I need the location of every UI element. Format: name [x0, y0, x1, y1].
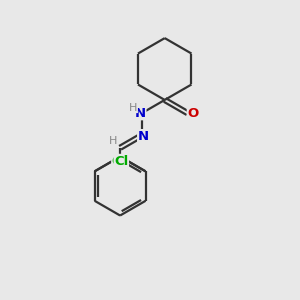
Text: N: N: [135, 107, 146, 120]
Text: Cl: Cl: [112, 154, 126, 167]
Text: H: H: [129, 103, 138, 113]
Text: N: N: [138, 130, 149, 143]
Text: H: H: [109, 136, 117, 146]
Text: Cl: Cl: [114, 154, 128, 167]
Text: O: O: [187, 107, 199, 120]
